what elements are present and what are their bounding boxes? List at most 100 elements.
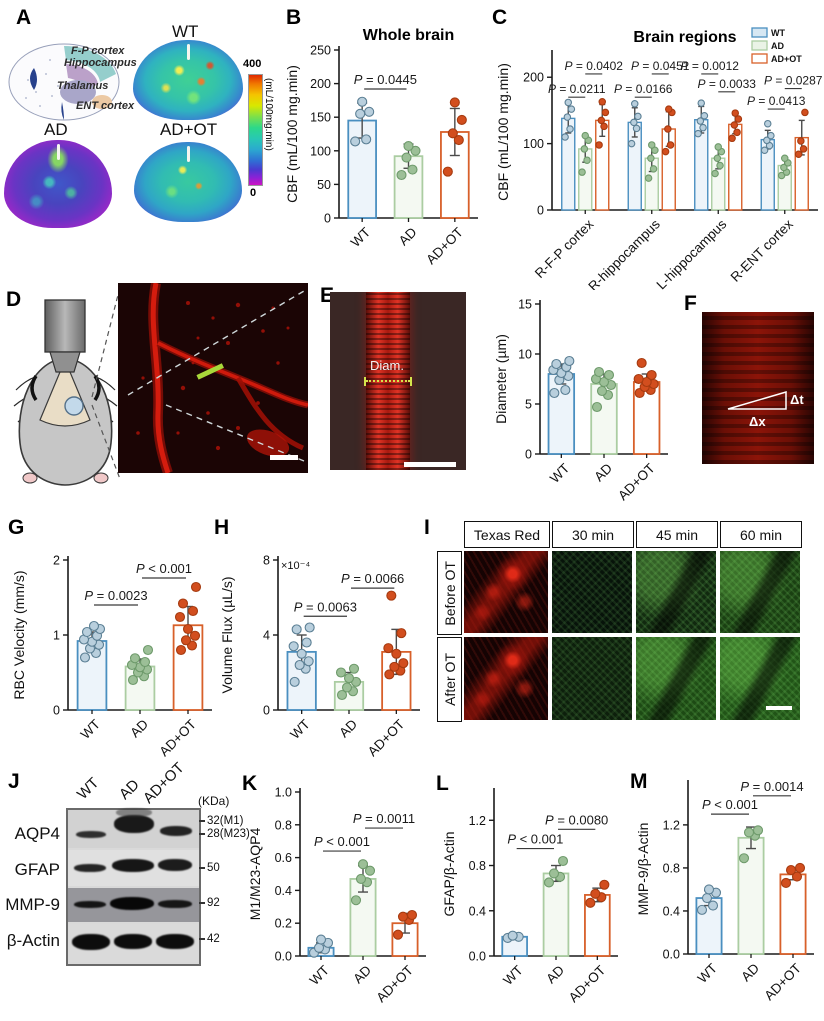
x-category-label: AD xyxy=(738,960,762,984)
linescan-kymograph: Δt Δx xyxy=(702,312,814,464)
data-point xyxy=(563,113,572,121)
column-header-45min: 45 min xyxy=(636,521,718,548)
data-point xyxy=(386,590,397,601)
data-point xyxy=(694,129,702,138)
x-category-label: WT xyxy=(287,717,312,742)
data-point xyxy=(651,146,659,155)
data-point xyxy=(632,124,641,133)
x-category-label: AD+OT xyxy=(761,961,804,1004)
data-point xyxy=(453,134,464,146)
panel-label-j: J xyxy=(8,770,20,793)
data-point xyxy=(557,855,569,867)
vessel-art xyxy=(127,283,308,473)
data-point xyxy=(88,620,100,632)
data-point xyxy=(335,667,347,678)
pvalue-text: P = 0.0413 xyxy=(747,94,806,108)
pvalue-text: P = 0.0023 xyxy=(84,588,147,603)
data-point xyxy=(743,827,755,838)
x-category-label: WT xyxy=(547,461,572,486)
chart-title: Whole brain xyxy=(363,27,455,44)
scale-bar xyxy=(766,706,792,710)
x-category-label: WT xyxy=(307,963,332,988)
y-tick-label: 0.8 xyxy=(469,859,486,873)
pvalue-text: P < 0.001 xyxy=(314,834,370,849)
data-point xyxy=(646,369,657,381)
data-point xyxy=(644,174,653,182)
pvalue-text: P = 0.0402 xyxy=(565,59,624,73)
y-tick-label: 0.4 xyxy=(275,884,292,898)
y-tick-label: 0 xyxy=(324,212,331,226)
x-category-label: AD+OT xyxy=(423,225,466,268)
data-point xyxy=(581,131,590,140)
data-point xyxy=(728,134,736,143)
data-point xyxy=(79,652,91,663)
blot-row-mmp9 xyxy=(68,888,199,922)
x-category-label: R-hippocampus xyxy=(585,216,663,290)
panel-label-i: I xyxy=(424,516,430,539)
data-point xyxy=(752,825,764,836)
data-point xyxy=(355,873,367,884)
x-category-label: AD+OT xyxy=(365,717,408,760)
y-tick-label: 0.8 xyxy=(663,861,680,875)
data-point xyxy=(313,942,325,953)
data-point xyxy=(598,98,607,106)
mouse-ear xyxy=(93,375,101,401)
data-point xyxy=(560,384,571,396)
x-category-label: WT xyxy=(695,961,720,986)
y-tick-label: 1.0 xyxy=(275,786,292,800)
data-point xyxy=(406,909,418,921)
pvalue-text: P = 0.0066 xyxy=(341,571,404,586)
data-point xyxy=(350,136,361,147)
mw-marker-50: 50 xyxy=(199,862,220,874)
panel-label-f: F xyxy=(684,292,697,315)
data-point xyxy=(703,884,715,895)
data-point xyxy=(799,145,808,153)
data-point xyxy=(383,643,394,654)
panel-label-c: C xyxy=(492,6,508,29)
x-category-label: AD xyxy=(396,224,420,248)
cbf-map-adot xyxy=(134,142,242,222)
x-category-label: AD xyxy=(543,962,567,986)
y-tick-label: 200 xyxy=(523,71,544,85)
delta-x-label: Δx xyxy=(749,414,766,429)
data-point xyxy=(398,658,409,669)
data-point xyxy=(730,121,739,129)
data-point xyxy=(355,108,366,119)
row-header-after-ot: After OT xyxy=(437,637,462,722)
image-before-ot-30min xyxy=(552,551,632,633)
y-tick-label: 0.2 xyxy=(275,917,292,931)
midline-slit xyxy=(187,44,190,60)
data-point xyxy=(760,146,769,155)
chart-rbc-velocity: 0 1 2 RBC Velocity (mm/s) WT AD AD+OT P = 0.002… xyxy=(11,554,212,759)
blot-row-gfap xyxy=(68,850,199,886)
y-tick-label: 0 xyxy=(525,448,532,462)
data-point xyxy=(700,111,709,120)
data-point xyxy=(711,169,719,178)
legend-swatch xyxy=(751,27,768,38)
data-point xyxy=(713,154,722,162)
data-point xyxy=(551,358,562,370)
zoom-connector-lines xyxy=(91,286,121,480)
data-point xyxy=(127,674,139,686)
y-tick-label: 15 xyxy=(518,298,532,312)
cbf-colorbar xyxy=(248,74,263,186)
data-point xyxy=(595,141,603,149)
linescan-path xyxy=(165,404,305,462)
data-point xyxy=(696,117,705,125)
two-photon-vessel-image xyxy=(118,283,308,473)
cbf-map-ad xyxy=(4,140,112,228)
chart-vessel-diameter: 0 5 10 15 Diameter (µm) WT AD AD+OT xyxy=(493,298,668,503)
panel-label-l: L xyxy=(436,772,449,795)
scale-bar xyxy=(270,455,298,460)
legend-label: WT xyxy=(771,28,785,38)
panel-label-a: A xyxy=(16,6,32,29)
colorbar-unit-label: (mL/100mg.min) xyxy=(263,78,274,151)
panel-label-g: G xyxy=(8,516,25,539)
y-tick-label: 50 xyxy=(317,178,331,192)
y-tick-label: 100 xyxy=(523,137,544,151)
data-point xyxy=(303,656,314,667)
panel-label-k: K xyxy=(242,772,258,795)
legend-swatch xyxy=(751,40,768,51)
y-tick-label: 0.0 xyxy=(275,950,292,964)
data-point xyxy=(664,125,672,133)
